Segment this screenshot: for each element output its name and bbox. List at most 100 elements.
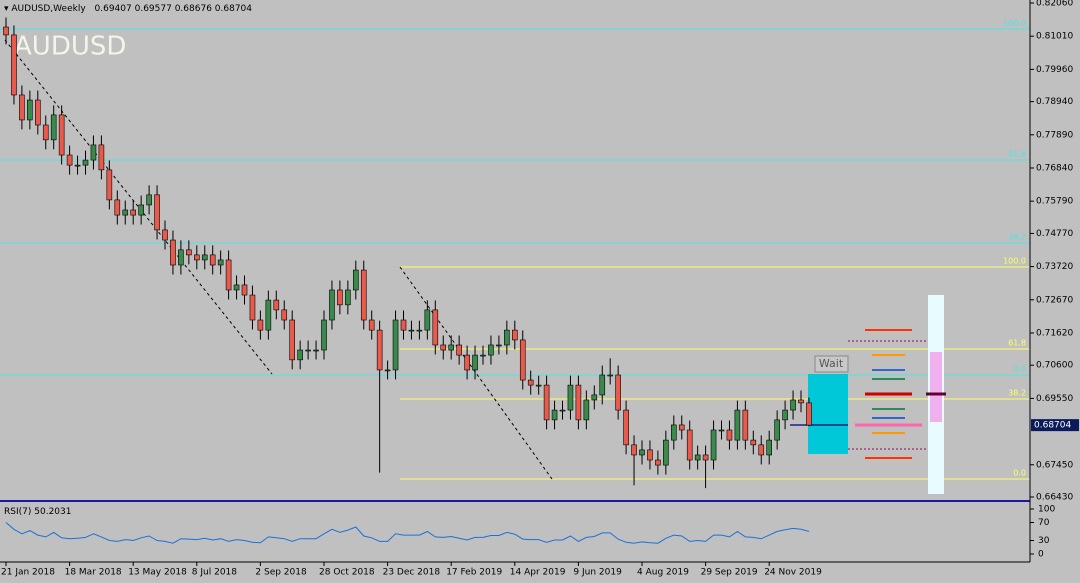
candle-body [726, 429, 733, 441]
signal-box [808, 374, 848, 454]
fib-label: 100.0 [1003, 257, 1026, 266]
candle-body [488, 344, 494, 356]
candle-body [615, 374, 621, 411]
candle-body [241, 284, 248, 296]
candle-body [527, 379, 534, 386]
candle-body [209, 254, 216, 266]
fib-label: 61.8 [1008, 338, 1026, 347]
trend-line[interactable] [399, 266, 553, 480]
candle-body [225, 259, 232, 291]
candle-body [766, 439, 773, 456]
fib-label: 38.2 [1008, 388, 1026, 397]
candle-body [734, 409, 741, 441]
candle-body [774, 419, 780, 441]
candle-body [559, 409, 566, 412]
y-tick-label: 0.79960 [1036, 65, 1073, 75]
x-tick-label: 29 Sep 2019 [701, 568, 758, 578]
candle-body [742, 409, 749, 441]
rsi-tick-label: 100 [1038, 505, 1055, 515]
candle-body [146, 194, 152, 206]
y-tick-label: 0.67450 [1036, 460, 1073, 470]
fib-label: 0.0 [1013, 365, 1026, 374]
candle-body [162, 229, 168, 241]
rsi-value: 50.2031 [34, 507, 71, 517]
candle-body [591, 394, 598, 401]
y-tick-label: 0.72670 [1036, 295, 1073, 305]
candle-body [186, 249, 192, 256]
candle-body [384, 369, 391, 372]
x-tick-label: 17 Feb 2019 [446, 568, 502, 578]
candle-body [138, 204, 144, 216]
candle-body [519, 339, 526, 381]
candle-body [352, 269, 359, 291]
candle-body [178, 249, 184, 266]
candle-body [329, 289, 335, 321]
price-tag-label: 0.68704 [1034, 421, 1071, 431]
candle-body [122, 209, 129, 216]
y-tick-label: 0.81010 [1036, 32, 1073, 42]
candle-body [58, 114, 65, 156]
candle-body [194, 254, 200, 261]
y-tick-label: 0.77890 [1036, 130, 1073, 140]
trend-line[interactable] [4, 39, 273, 375]
x-tick-label: 2 Sep 2018 [255, 568, 307, 578]
candle-body [217, 259, 224, 266]
y-tick-label: 0.66430 [1036, 493, 1073, 503]
close-value: 0.68704 [215, 4, 252, 14]
fib-label: 61.8 [1008, 149, 1026, 158]
rsi-label: RSI(7) [4, 507, 31, 517]
symbol: AUDUSD,Weekly [11, 4, 86, 14]
candle-body [313, 349, 319, 352]
candle-body [432, 309, 439, 346]
candle-body [702, 454, 709, 461]
candle-body [233, 284, 240, 291]
rsi-tick-label: 70 [1038, 518, 1050, 528]
fib-label: 38.2 [1008, 233, 1026, 242]
candle-body [440, 344, 447, 351]
candle-body [82, 159, 89, 166]
candle-body [3, 26, 9, 36]
candle-body [456, 344, 462, 356]
y-tick-label: 0.71620 [1036, 328, 1073, 338]
header: ▾ AUDUSD,Weekly 0.69407 0.69577 0.68676 … [4, 4, 252, 14]
candle-body [11, 34, 17, 96]
candle-body [480, 354, 486, 357]
candle-body [504, 329, 510, 346]
candle-body [655, 459, 661, 466]
candle-body [623, 409, 629, 446]
range-segment [930, 352, 942, 422]
signal-label: Wait [819, 357, 844, 370]
candle-body [464, 354, 470, 371]
x-tick-label: 9 Jun 2019 [573, 568, 622, 578]
candle-body [337, 289, 343, 306]
signal-label-box [814, 355, 849, 373]
candle-body [583, 399, 590, 421]
candle-body [281, 309, 288, 321]
y-tick-label: 0.75790 [1036, 197, 1073, 207]
fib-label: 100.0 [1003, 19, 1026, 28]
candle-body [511, 329, 518, 341]
candle-body [607, 374, 614, 377]
rsi-header: RSI(7) 50.2031 [4, 507, 71, 517]
collapse-icon[interactable]: ▾ [4, 4, 11, 14]
watermark: AUDUSD [14, 32, 126, 62]
candle-body [543, 384, 550, 421]
x-tick-label: 4 Aug 2019 [637, 568, 689, 578]
candle-body [670, 424, 677, 441]
candle-body [289, 319, 296, 361]
candle-body [806, 402, 812, 426]
candle-body [34, 99, 41, 126]
candle-body [575, 384, 582, 421]
open-value: 0.69407 [95, 4, 132, 14]
candle-body [50, 114, 57, 141]
candle-body [408, 329, 415, 332]
candle-body [66, 154, 73, 166]
candle-body [273, 299, 280, 311]
rsi-line [5, 522, 810, 544]
candle-body [19, 94, 25, 121]
x-tick-label: 21 Jan 2018 [1, 568, 55, 578]
candle-body [758, 444, 765, 456]
y-tick-label: 0.70600 [1036, 361, 1073, 371]
candle-body [74, 164, 81, 167]
